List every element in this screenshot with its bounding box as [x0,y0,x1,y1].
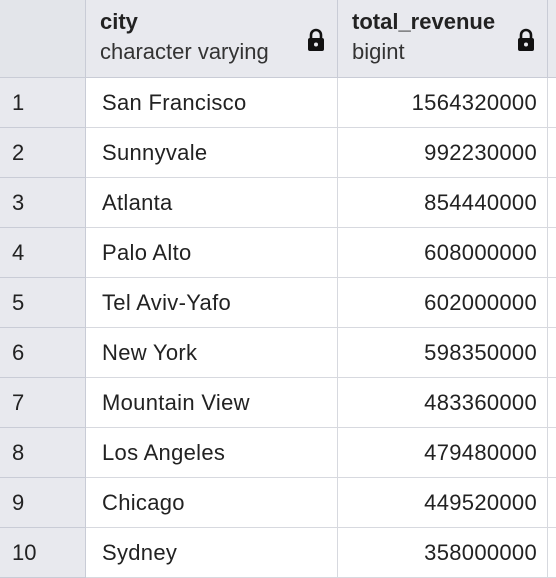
row-number-header[interactable] [0,0,86,78]
row-filler [548,428,556,478]
cell-city[interactable]: New York [86,328,338,378]
cell-total-revenue[interactable]: 1564320000 [338,78,548,128]
cell-city[interactable]: Atlanta [86,178,338,228]
cell-total-revenue[interactable]: 449520000 [338,478,548,528]
row-filler [548,228,556,278]
cell-city[interactable]: Sunnyvale [86,128,338,178]
row-filler [548,478,556,528]
row-number[interactable]: 3 [0,178,86,228]
column-type: character varying [100,39,269,64]
row-filler [548,278,556,328]
cell-city[interactable]: Chicago [86,478,338,528]
column-type: bigint [352,39,405,64]
cell-total-revenue[interactable]: 598350000 [338,328,548,378]
column-name: city [100,9,138,34]
cell-city[interactable]: Palo Alto [86,228,338,278]
cell-total-revenue[interactable]: 608000000 [338,228,548,278]
row-number[interactable]: 4 [0,228,86,278]
column-name: total_revenue [352,9,496,34]
row-filler [548,528,556,578]
column-header-total-revenue[interactable]: total_revenue bigint [338,0,548,78]
row-number[interactable]: 8 [0,428,86,478]
cell-total-revenue[interactable]: 602000000 [338,278,548,328]
cell-total-revenue[interactable]: 854440000 [338,178,548,228]
row-number[interactable]: 2 [0,128,86,178]
lock-icon [308,28,324,51]
cell-total-revenue[interactable]: 992230000 [338,128,548,178]
cell-city[interactable]: Mountain View [86,378,338,428]
column-header-city[interactable]: city character varying [86,0,338,78]
row-filler [548,128,556,178]
row-number[interactable]: 1 [0,78,86,128]
cell-city[interactable]: Sydney [86,528,338,578]
row-filler [548,178,556,228]
row-filler [548,378,556,428]
row-number[interactable]: 9 [0,478,86,528]
cell-city[interactable]: San Francisco [86,78,338,128]
header-filler [548,0,556,78]
cell-total-revenue[interactable]: 358000000 [338,528,548,578]
row-filler [548,78,556,128]
row-number[interactable]: 7 [0,378,86,428]
row-number[interactable]: 5 [0,278,86,328]
row-number[interactable]: 6 [0,328,86,378]
cell-total-revenue[interactable]: 483360000 [338,378,548,428]
cell-city[interactable]: Los Angeles [86,428,338,478]
row-number[interactable]: 10 [0,528,86,578]
cell-city[interactable]: Tel Aviv-Yafo [86,278,338,328]
row-filler [548,328,556,378]
cell-total-revenue[interactable]: 479480000 [338,428,548,478]
lock-icon [518,28,534,51]
